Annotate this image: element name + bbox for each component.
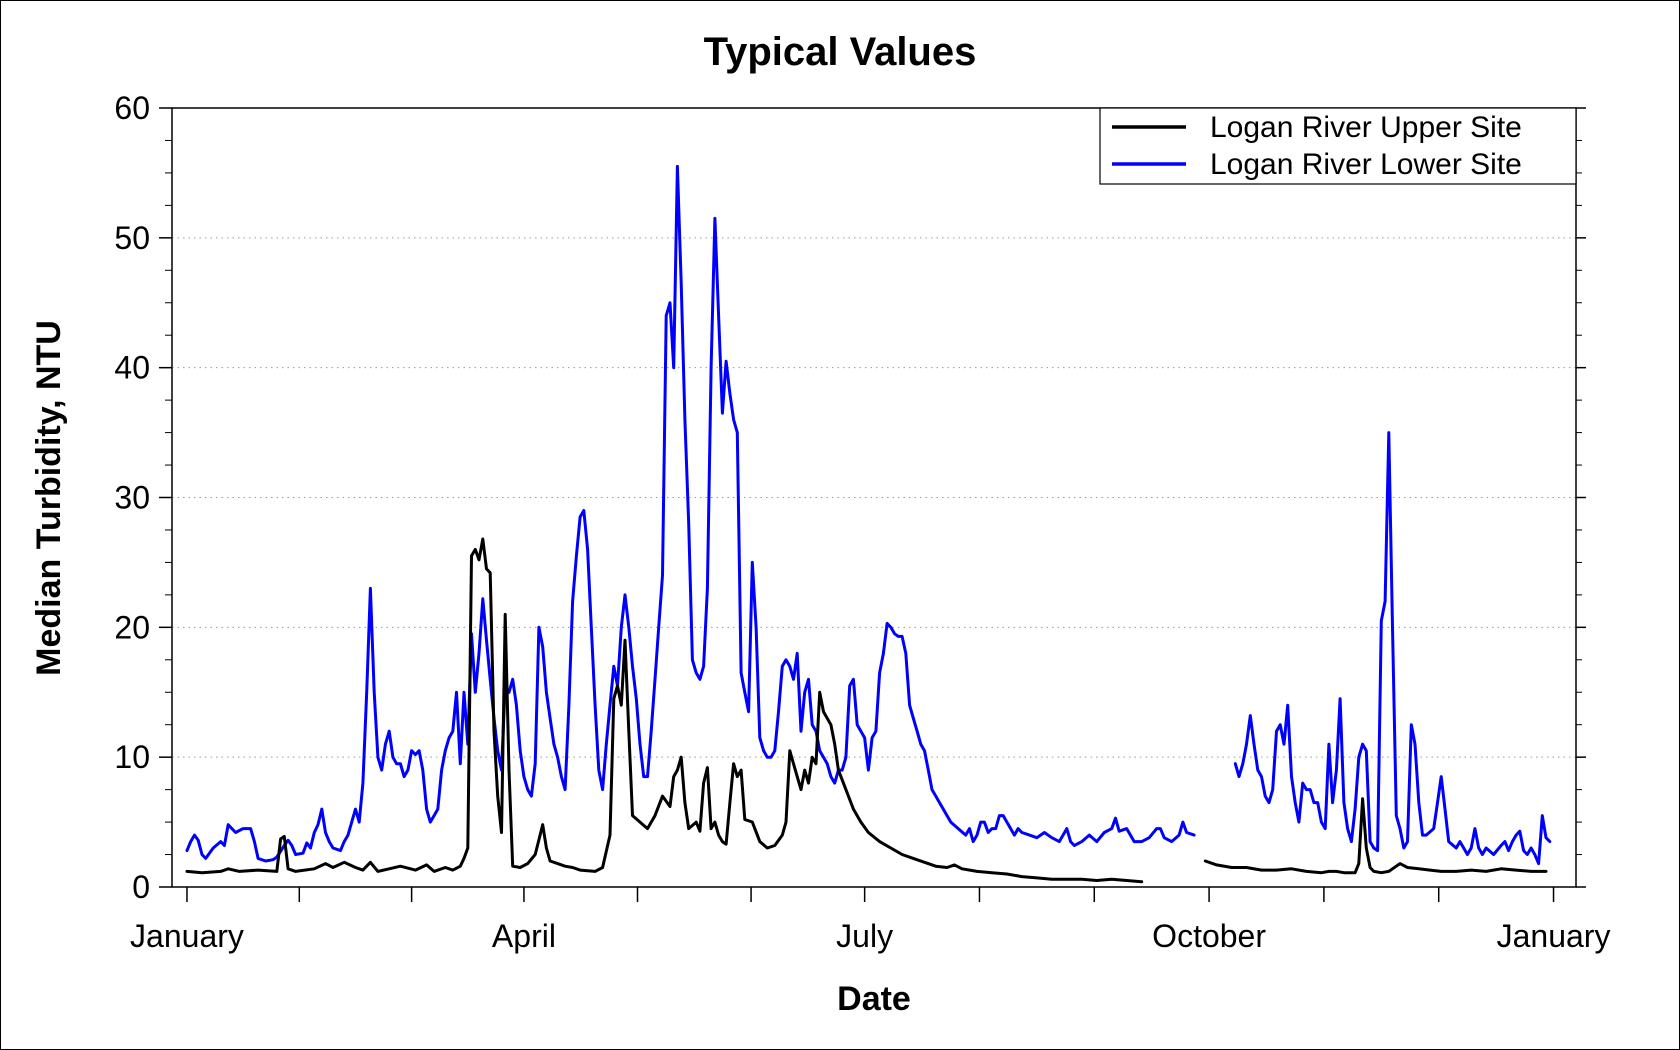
- x-tick-label: January: [130, 918, 244, 954]
- x-tick-label: April: [492, 918, 556, 954]
- x-tick-labels: January April July October January: [130, 918, 1610, 954]
- chart-title: Typical Values: [704, 30, 977, 74]
- legend-box: [1099, 107, 1577, 185]
- x-axis-label: Date: [837, 980, 911, 1018]
- series-line-upper-site: [1203, 797, 1548, 875]
- y-tick-label: 50: [114, 220, 150, 256]
- y-tick-label: 0: [132, 869, 150, 905]
- series-line-upper-site: [185, 537, 1144, 884]
- y-tick-labels: 0 10 20 30 40 50 60: [114, 90, 150, 905]
- axis-ticks: [159, 107, 1586, 902]
- legend-label-lower: Logan River Lower Site: [1210, 148, 1522, 181]
- series-lines: [185, 164, 1552, 884]
- x-tick-label: October: [1152, 918, 1266, 954]
- y-tick-label: 10: [114, 739, 150, 775]
- series-line-lower-site: [185, 164, 1196, 863]
- y-tick-label: 20: [114, 609, 150, 645]
- y-axis-label: Median Turbidity, NTU: [30, 320, 68, 676]
- x-tick-label: July: [836, 918, 893, 954]
- grid-lines: [172, 107, 1576, 758]
- legend: Logan River Upper Site Logan River Lower…: [1099, 107, 1577, 185]
- series-line-lower-site: [1233, 431, 1552, 866]
- y-tick-label: 40: [114, 350, 150, 386]
- legend-label-upper: Logan River Upper Site: [1210, 111, 1522, 144]
- x-tick-label: January: [1497, 918, 1611, 954]
- y-tick-label: 60: [114, 90, 150, 126]
- y-tick-label: 30: [114, 480, 150, 516]
